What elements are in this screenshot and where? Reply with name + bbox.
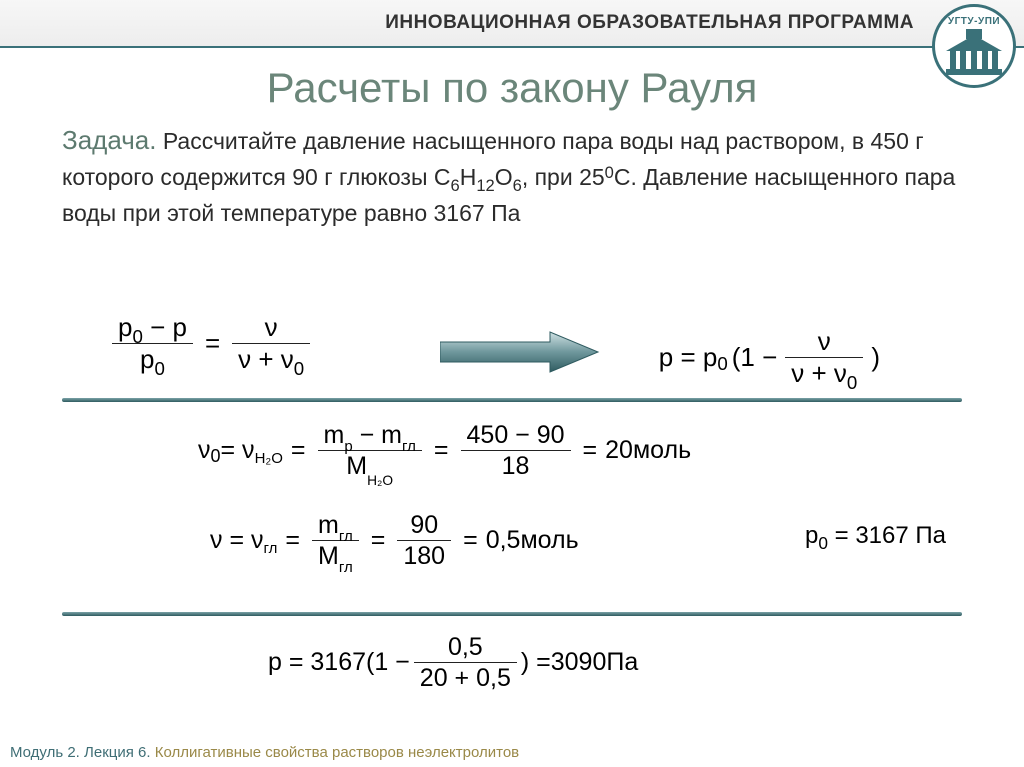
- p0-given: p0 = 3167 Па: [805, 522, 946, 550]
- task-p1: Рассчитайте давление насыщенного пара во…: [163, 128, 871, 154]
- nu0-calc: ν0 = νH₂O = mр − mгл MH₂O = 450 − 90 18 …: [198, 420, 691, 481]
- nu-eq2: =: [363, 526, 394, 555]
- footer-lecture: Коллигативные свойства растворов неэлект…: [155, 744, 519, 761]
- nu-eq1: =: [277, 526, 308, 555]
- p0-val: 3167: [434, 200, 485, 226]
- nu0-eq2: =: [283, 436, 314, 465]
- task-p3: г глюкозы C: [318, 164, 451, 190]
- nu-lhs-sub: гл: [264, 540, 278, 557]
- nu-den-sub: 0: [294, 358, 304, 379]
- task-text: Задача. Рассчитайте давление насыщенного…: [62, 120, 962, 232]
- final-calc: p = 3167(1 − 0,5 20 + 0,5 ) = 3090 Па: [268, 632, 638, 693]
- M-h2o-sub: H₂O: [367, 473, 393, 488]
- nu-calc: ν = νгл = mгл Mгл = 90 180 = 0,5 моль: [210, 510, 579, 571]
- nu0-result: 20: [605, 436, 633, 465]
- minus-p: − p: [143, 312, 187, 342]
- footer-module: Модуль 2. Лекция 6.: [10, 744, 155, 761]
- final-result: 3090: [551, 648, 607, 677]
- nu-den-r: ν + ν: [791, 358, 847, 388]
- h: H: [460, 164, 477, 190]
- open-paren: (1 −: [728, 342, 782, 373]
- nu0-eq1: = ν: [221, 436, 255, 465]
- formula-solved-for-p: p = p0(1 − ν ν + ν0 ): [659, 326, 884, 389]
- formula-row-1: p0 − p p0 = ν ν + ν0: [80, 304, 944, 392]
- p0d-sub: 0: [155, 358, 165, 379]
- task-label: Задача.: [62, 125, 156, 155]
- nu0-h2o: H₂O: [255, 450, 283, 467]
- p0-pre: p: [805, 522, 818, 549]
- p-eq-p0: p = p: [659, 342, 718, 373]
- nu0-unit: моль: [633, 436, 691, 465]
- logo-text: УГТУ-УПИ: [948, 16, 1000, 27]
- mr: m: [324, 421, 345, 449]
- nu0-eq3: =: [426, 436, 457, 465]
- mgl-sub: гл: [402, 438, 416, 455]
- mr-sub: р: [344, 438, 352, 455]
- minus-mgl: − m: [353, 421, 402, 449]
- nu-den: ν + ν: [238, 344, 294, 374]
- mass-solution: 450: [871, 128, 909, 154]
- equals-1: =: [197, 328, 228, 359]
- arrow-icon: [440, 330, 600, 379]
- nu-num-r: ν: [812, 326, 837, 357]
- close-paren: ): [867, 342, 884, 373]
- final-num: 0,5: [442, 632, 489, 662]
- nu-den2: 180: [397, 541, 451, 571]
- p0: p: [118, 312, 132, 342]
- M-h2o: M: [346, 452, 367, 480]
- c-sub: 6: [450, 176, 459, 195]
- nu0-num2: 450 − 90: [461, 420, 571, 450]
- final-prefix: p = 3167(1 −: [268, 648, 410, 677]
- nu-result: 0,5: [486, 526, 521, 555]
- o-sub: 6: [513, 176, 522, 195]
- nu0-den2: 18: [496, 451, 536, 481]
- nu-num: ν: [259, 312, 284, 343]
- deg-sup: 0: [605, 163, 614, 182]
- final-unit: Па: [606, 648, 638, 677]
- nu-num2: 90: [404, 510, 444, 540]
- divider-1: [62, 398, 962, 402]
- mgl: m: [318, 511, 339, 539]
- nu-eq3: =: [455, 526, 486, 555]
- mass-solute: 90: [292, 164, 318, 190]
- footer: Модуль 2. Лекция 6. Коллигативные свойст…: [10, 744, 519, 761]
- final-den: 20 + 0,5: [414, 663, 517, 693]
- p0-sub-r: 0: [717, 353, 727, 375]
- divider-2: [62, 612, 962, 616]
- h-sub: 12: [476, 176, 494, 195]
- nu-lhs: ν = ν: [210, 526, 264, 555]
- p0-given-rest: = 3167 Па: [828, 522, 946, 549]
- task-p6: Па: [485, 200, 521, 226]
- nu-unit: моль: [520, 526, 578, 555]
- nu0-sym: ν: [198, 436, 211, 465]
- slide: ИННОВАЦИОННАЯ ОБРАЗОВАТЕЛЬНАЯ ПРОГРАММА …: [0, 0, 1024, 767]
- p0d: p: [140, 344, 154, 374]
- o: O: [495, 164, 513, 190]
- nu-den-sub-r: 0: [847, 372, 857, 393]
- mgl-sub2: гл: [339, 528, 353, 545]
- nu0-sub: 0: [211, 446, 221, 467]
- p0-sub: 0: [132, 326, 142, 347]
- p0-given-sub: 0: [818, 533, 828, 553]
- program-label: ИННОВАЦИОННАЯ ОБРАЗОВАТЕЛЬНАЯ ПРОГРАММА: [385, 12, 914, 34]
- task-p4: , при 25: [522, 164, 605, 190]
- final-suffix: ) =: [521, 648, 551, 677]
- nu0-eq4: =: [575, 436, 606, 465]
- formula-relative-lowering: p0 − p p0 = ν ν + ν0: [108, 312, 314, 375]
- Mgl: M: [318, 542, 339, 570]
- Mgl-sub: гл: [339, 559, 353, 576]
- slide-title: Расчеты по закону Рауля: [0, 64, 1024, 112]
